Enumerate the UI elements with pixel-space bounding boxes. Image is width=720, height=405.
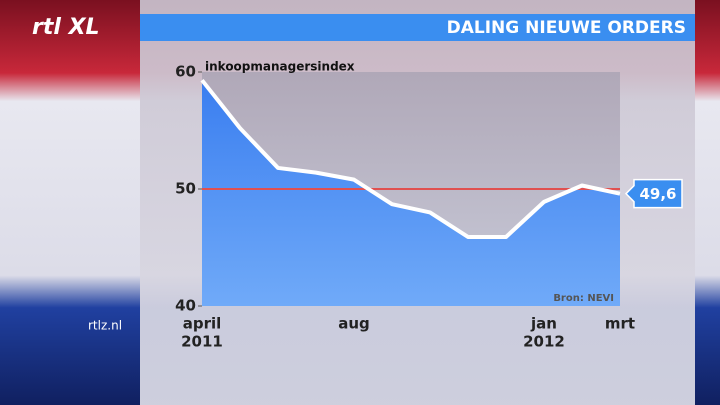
site-label: rtlz.nl: [88, 319, 122, 333]
x-year-label: 2012: [523, 333, 565, 351]
y-tick-label: 50: [175, 180, 196, 198]
value-label: 49,6: [639, 185, 676, 203]
x-year-label: 2011: [181, 333, 223, 351]
x-tick-label: mrt: [605, 315, 635, 333]
value-callout: [624, 178, 683, 209]
y-axis-label: inkoopmanagersindex: [205, 60, 355, 74]
y-tick-label: 60: [175, 63, 196, 81]
title-bar: [140, 14, 695, 41]
x-tick-label: jan: [530, 315, 557, 333]
x-tick-label: aug: [338, 315, 370, 333]
y-tick-label: 40: [175, 297, 196, 315]
area: [202, 80, 620, 306]
line: [200, 78, 621, 239]
chart-title: DALING NIEUWE ORDERS: [447, 18, 686, 38]
x-tick-label: april: [183, 315, 222, 333]
source: Bron: NEVI: [553, 293, 614, 304]
logo: rtl XL: [32, 15, 100, 40]
